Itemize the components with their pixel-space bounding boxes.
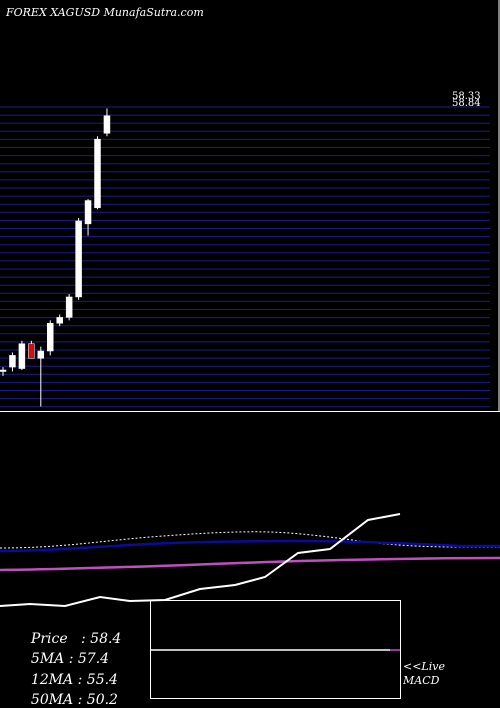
stat-12ma-label: 12MA — [30, 672, 74, 688]
stat-price: Price : 58.4 — [22, 615, 121, 647]
stat-price-sep: : — [80, 631, 86, 647]
candle-body-up — [37, 350, 45, 359]
candle-body-down — [28, 343, 35, 359]
candle-body-up — [75, 220, 82, 298]
candle-body-up — [0, 369, 7, 372]
candle-body-up — [56, 317, 63, 324]
stat-5ma-label: 5MA — [30, 651, 65, 667]
stat-price-value: 58.4 — [90, 631, 122, 647]
macd-panel — [150, 600, 401, 699]
stat-50ma-value: 50.2 — [86, 692, 118, 708]
stat-50ma: 50MA : 50.2 — [22, 676, 118, 708]
moving-average-panel — [0, 513, 500, 608]
stat-price-label: Price — [30, 631, 68, 647]
candle-body-up — [18, 343, 26, 369]
live-label: <<Live — [403, 660, 445, 673]
ma-magenta-line — [0, 556, 500, 572]
stat-5ma: 5MA : 57.4 — [22, 635, 109, 667]
price-axis-labels: 58.33 58.84 — [452, 91, 481, 109]
candle-body-up — [103, 115, 111, 134]
price-axis-label-upper: 58.33 — [452, 91, 481, 102]
candle-body-up — [47, 323, 54, 352]
page-title: FOREX XAGUSD MunafaSutra.com — [6, 6, 204, 19]
price-grid-lines — [0, 106, 490, 408]
stat-12ma: 12MA : 55.4 — [22, 656, 118, 688]
candle-body-up — [65, 296, 73, 318]
price-line — [0, 513, 401, 608]
macd-label: MACD — [403, 674, 440, 687]
stat-5ma-sep: : — [68, 651, 74, 667]
ma-blue-line — [0, 539, 500, 553]
stat-5ma-value: 57.4 — [77, 651, 110, 667]
stat-12ma-sep: : — [77, 672, 83, 688]
stat-50ma-sep: : — [77, 692, 83, 708]
candlestick-series — [0, 108, 111, 407]
candle-body-up — [84, 200, 92, 225]
price-axis-label-lower: 58.84 — [452, 98, 481, 109]
candle-body-up — [94, 138, 101, 209]
stat-50ma-label: 50MA — [30, 692, 74, 708]
candle-body-up — [9, 355, 16, 368]
stat-12ma-value: 55.4 — [86, 672, 118, 688]
